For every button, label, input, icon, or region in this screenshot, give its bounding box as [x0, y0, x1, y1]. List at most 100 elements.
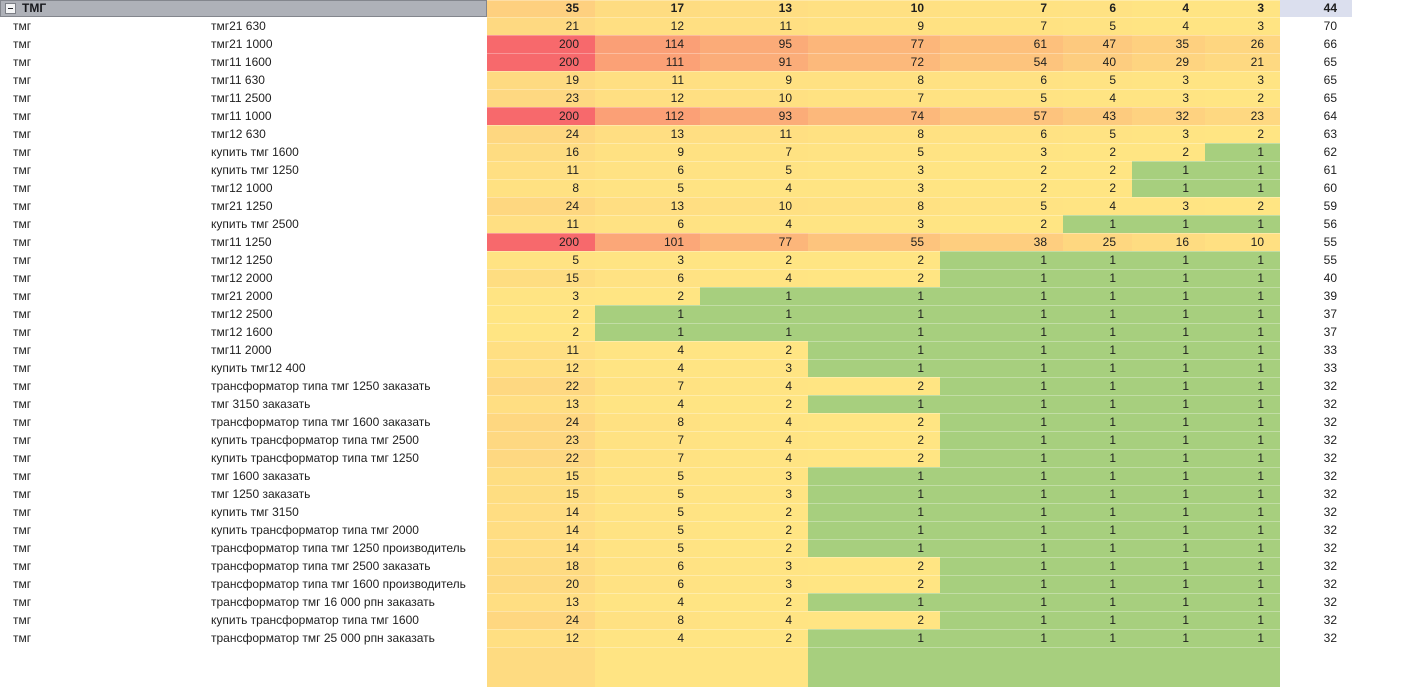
group-cell[interactable]: тмг [13, 19, 32, 33]
keyword-cell[interactable]: тмг12 630 [211, 127, 266, 141]
group-cell[interactable]: тмг [13, 109, 32, 123]
value-cell[interactable]: 18 [487, 557, 595, 575]
value-cell[interactable]: 1 [808, 341, 940, 359]
keyword-cell[interactable]: купить трансформатор типа тмг 2500 [211, 433, 419, 447]
value-cell[interactable]: 1 [1205, 629, 1280, 647]
value-cell[interactable]: 1 [1132, 359, 1205, 377]
value-cell[interactable]: 5 [1063, 125, 1132, 143]
value-cell[interactable]: 1 [940, 539, 1063, 557]
group-cell[interactable]: тмг [13, 559, 32, 573]
total-cell[interactable]: 65 [1280, 89, 1352, 107]
value-cell[interactable]: 24 [487, 413, 595, 431]
value-cell[interactable]: 1 [1205, 161, 1280, 179]
value-cell[interactable]: 1 [1205, 179, 1280, 197]
value-cell[interactable]: 38 [940, 233, 1063, 251]
keyword-cell[interactable]: тмг 1600 заказать [211, 469, 311, 483]
keyword-cell[interactable]: трансформатор тмг 16 000 рпн заказать [211, 595, 435, 609]
empty-formatted-cell[interactable] [700, 647, 808, 687]
value-cell[interactable]: 3 [1132, 197, 1205, 215]
value-cell[interactable]: 5 [808, 143, 940, 161]
value-cell[interactable]: 11 [700, 17, 808, 35]
value-cell[interactable]: 6 [940, 71, 1063, 89]
value-cell[interactable]: 2 [487, 305, 595, 323]
value-cell[interactable]: 5 [940, 197, 1063, 215]
value-cell[interactable]: 200 [487, 233, 595, 251]
value-cell[interactable]: 1 [808, 539, 940, 557]
value-cell[interactable]: 1 [940, 287, 1063, 305]
value-cell[interactable]: 12 [595, 89, 700, 107]
total-cell[interactable]: 32 [1280, 557, 1352, 575]
value-cell[interactable]: 1 [1205, 611, 1280, 629]
value-cell[interactable]: 3 [700, 359, 808, 377]
value-cell[interactable]: 2 [808, 269, 940, 287]
total-cell[interactable]: 70 [1280, 17, 1352, 35]
group-cell[interactable]: тмг [13, 217, 32, 231]
keyword-cell[interactable]: тмг11 1000 [211, 109, 272, 123]
value-cell[interactable]: 200 [487, 35, 595, 53]
value-cell[interactable]: 55 [808, 233, 940, 251]
value-cell[interactable]: 1 [1132, 395, 1205, 413]
value-cell[interactable]: 1 [940, 503, 1063, 521]
value-cell[interactable]: 1 [1205, 521, 1280, 539]
keyword-cell[interactable]: купить трансформатор типа тмг 1600 [211, 613, 419, 627]
value-cell[interactable]: 4 [700, 215, 808, 233]
value-cell[interactable]: 1 [1132, 503, 1205, 521]
value-cell[interactable]: 20 [487, 575, 595, 593]
value-cell[interactable]: 1 [595, 323, 700, 341]
value-cell[interactable]: 7 [595, 377, 700, 395]
value-cell[interactable]: 1 [1063, 575, 1132, 593]
value-cell[interactable]: 1 [1132, 467, 1205, 485]
value-cell[interactable]: 61 [940, 35, 1063, 53]
total-cell[interactable]: 33 [1280, 341, 1352, 359]
value-cell[interactable]: 4 [595, 629, 700, 647]
value-cell[interactable]: 15 [487, 467, 595, 485]
group-cell[interactable]: тмг [13, 451, 32, 465]
value-cell[interactable]: 3 [1132, 89, 1205, 107]
value-cell[interactable]: 12 [595, 17, 700, 35]
group-cell[interactable]: тмг [13, 343, 32, 357]
value-cell[interactable]: 1 [1132, 557, 1205, 575]
value-cell[interactable]: 10 [700, 197, 808, 215]
group-cell[interactable]: тмг [13, 433, 32, 447]
keyword-cell[interactable]: купить трансформатор типа тмг 1250 [211, 451, 419, 465]
value-cell[interactable]: 5 [700, 161, 808, 179]
value-cell[interactable]: 25 [1063, 233, 1132, 251]
value-cell[interactable]: 1 [808, 287, 940, 305]
value-cell[interactable]: 14 [487, 539, 595, 557]
keyword-cell[interactable]: купить тмг12 400 [211, 361, 306, 375]
value-cell[interactable]: 13 [487, 593, 595, 611]
total-cell[interactable]: 32 [1280, 593, 1352, 611]
total-cell[interactable]: 40 [1280, 269, 1352, 287]
value-cell[interactable]: 1 [1132, 413, 1205, 431]
value-cell[interactable]: 11 [487, 161, 595, 179]
empty-formatted-cell[interactable] [940, 647, 1063, 687]
keyword-cell[interactable]: трансформатор типа тмг 1600 заказать [211, 415, 431, 429]
value-cell[interactable]: 12 [487, 359, 595, 377]
group-cell[interactable]: тмг [13, 379, 32, 393]
value-cell[interactable]: 6 [595, 215, 700, 233]
total-cell[interactable]: 61 [1280, 161, 1352, 179]
value-cell[interactable]: 2 [487, 323, 595, 341]
value-cell[interactable]: 1 [1063, 377, 1132, 395]
keyword-cell[interactable]: трансформатор типа тмг 1250 производител… [211, 541, 466, 555]
value-cell[interactable]: 3 [700, 467, 808, 485]
group-cell[interactable]: тмг [13, 253, 32, 267]
value-cell[interactable]: 14 [487, 521, 595, 539]
value-cell[interactable]: 1 [1063, 287, 1132, 305]
value-cell[interactable]: 11 [487, 215, 595, 233]
value-cell[interactable]: 1 [1205, 575, 1280, 593]
value-cell[interactable]: 47 [1063, 35, 1132, 53]
value-cell[interactable]: 13 [487, 395, 595, 413]
keyword-cell[interactable]: тмг11 1250 [211, 235, 272, 249]
total-cell[interactable]: 32 [1280, 575, 1352, 593]
value-cell[interactable]: 1 [808, 467, 940, 485]
value-cell[interactable]: 3 [595, 251, 700, 269]
value-cell[interactable]: 1 [808, 305, 940, 323]
total-cell[interactable]: 39 [1280, 287, 1352, 305]
value-cell[interactable]: 93 [700, 107, 808, 125]
keyword-cell[interactable]: тмг12 1600 [211, 325, 273, 339]
value-cell[interactable]: 2 [595, 287, 700, 305]
value-cell[interactable]: 1 [808, 503, 940, 521]
value-cell[interactable]: 1 [1132, 611, 1205, 629]
group-cell[interactable]: тмг [13, 631, 32, 645]
